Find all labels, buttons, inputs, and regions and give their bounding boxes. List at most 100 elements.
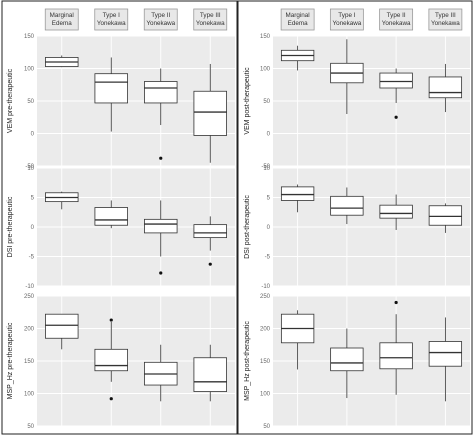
panel-msp-hz-post-therapeutic: 50 100 150 200 250 MSP_Hz post-therapeutic [244, 294, 470, 430]
group-strip-label: Type III [435, 12, 456, 19]
box-1 [280, 45, 315, 71]
group-strip-label: Yonekawa [97, 20, 126, 27]
box-1 [280, 310, 315, 370]
y-tick-label: 50 [27, 424, 34, 430]
panel-vem-post-therapeutic: -50 0 50 100 150 VEM post-therapeutic [244, 34, 470, 170]
iqr-box [45, 313, 79, 339]
outlier-point [109, 318, 113, 322]
iqr-box [193, 357, 227, 392]
group-strip-label: Type I [338, 12, 355, 19]
y-tick-label: -5 [29, 255, 35, 261]
y-tick-label: -5 [265, 255, 271, 261]
group-strip-label: Edema [288, 20, 308, 27]
box-1 [45, 55, 79, 68]
y-tick-label: 100 [24, 392, 35, 398]
iqr-box [379, 204, 413, 219]
box-4 [193, 344, 227, 402]
iqr-box [94, 73, 128, 104]
group-strip [193, 8, 228, 31]
outlier-point [159, 271, 163, 275]
y-tick-label: 50 [263, 99, 270, 105]
y-tick-label: 250 [24, 294, 35, 300]
y-tick-label: 50 [27, 99, 34, 105]
iqr-box [94, 207, 128, 226]
box-2 [330, 39, 364, 114]
y-tick-label: 100 [260, 67, 271, 73]
box-1 [280, 184, 315, 213]
box-3 [144, 68, 178, 160]
y-tick-label: 5 [31, 196, 35, 202]
iqr-box [193, 224, 227, 239]
iqr-box [330, 195, 364, 216]
box-2 [94, 57, 128, 132]
group-strip-label: Yonekawa [382, 20, 411, 27]
outlier-point [109, 397, 113, 401]
box-2 [94, 318, 128, 401]
iqr-box [330, 347, 364, 372]
iqr-box [280, 186, 315, 201]
group-strip [143, 8, 178, 31]
panel-msp-hz-pre-therapeutic: 50 100 150 200 250 MSP_Hz pre-therapeutic [7, 294, 235, 430]
group-strip-label: Type I [103, 12, 120, 19]
y-axis-label: MSP_Hz pre-therapeutic [7, 322, 14, 399]
y-tick-label: 200 [24, 327, 35, 333]
box-1 [45, 191, 79, 210]
y-tick-label: 0 [31, 132, 35, 138]
y-tick-label: -10 [25, 284, 34, 290]
y-axis-label: DSI post-therapeutic [244, 195, 251, 259]
box-3 [379, 68, 413, 119]
y-tick-label: 0 [267, 225, 271, 231]
y-tick-label: -50 [25, 164, 34, 170]
box-3 [379, 194, 413, 230]
y-tick-label: 150 [24, 34, 35, 40]
y-tick-label: -50 [261, 164, 270, 170]
panel-vem-pre-therapeutic: -50 0 50 100 150 VEM pre-therapeutic [7, 34, 235, 170]
outlier-point [159, 156, 163, 160]
iqr-box [193, 90, 227, 136]
post-therapeutic-column-frame [237, 0, 473, 435]
outlier-point [394, 115, 398, 119]
group-strip [280, 8, 315, 31]
box-1 [45, 313, 79, 350]
y-tick-label: 150 [260, 359, 271, 365]
box-2 [94, 200, 128, 229]
y-tick-label: 10 [263, 166, 270, 172]
y-tick-label: 150 [260, 34, 271, 40]
iqr-box [379, 72, 413, 89]
y-axis-label: VEM pre-therapeutic [7, 68, 14, 133]
group-strip [44, 8, 79, 31]
y-tick-label: 100 [24, 67, 35, 73]
y-tick-label: 5 [267, 196, 271, 202]
group-strip-label: Type III [200, 12, 221, 19]
y-tick-label: 0 [267, 132, 271, 138]
box-3 [144, 200, 178, 275]
y-axis-label: DSI pre-therapeutic [7, 196, 14, 257]
box-4 [428, 317, 463, 402]
y-tick-label: 200 [260, 327, 271, 333]
y-tick-label: 50 [263, 424, 270, 430]
iqr-box [94, 348, 128, 372]
box-2 [330, 187, 364, 225]
box-2 [330, 328, 364, 399]
group-strip-label: Yonekawa [196, 20, 225, 27]
group-strip-label: Marginal [50, 12, 74, 19]
y-tick-label: 150 [24, 359, 35, 365]
box-4 [428, 63, 463, 113]
y-tick-label: 0 [31, 225, 35, 231]
iqr-box [428, 76, 463, 99]
y-tick-label: -10 [261, 284, 270, 290]
group-strip-label: Yonekawa [332, 20, 361, 27]
group-strip [94, 8, 129, 31]
group-strip-label: Yonekawa [431, 20, 460, 27]
group-strip-label: Marginal [286, 12, 310, 19]
group-strip [379, 8, 414, 31]
box-4 [428, 203, 463, 233]
box-4 [193, 216, 227, 266]
group-strip-label: Type II [151, 12, 170, 19]
iqr-box [144, 218, 178, 234]
iqr-box [428, 341, 463, 367]
